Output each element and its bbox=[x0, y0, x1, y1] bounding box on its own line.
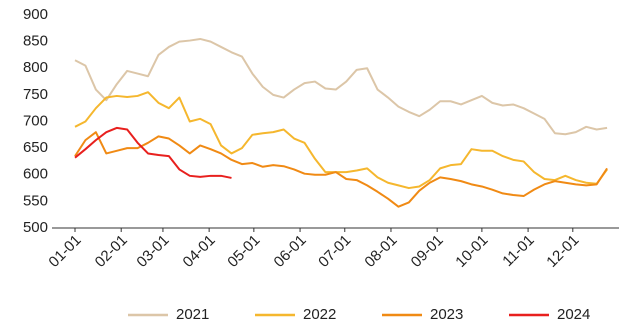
legend-label: 2021 bbox=[176, 306, 209, 323]
series-line bbox=[74, 91, 608, 190]
x-tick-label: 03-01 bbox=[133, 232, 172, 271]
y-tick-label: 650 bbox=[23, 139, 48, 156]
series-line bbox=[74, 126, 232, 179]
y-tick-label: 500 bbox=[23, 219, 48, 236]
x-tick-label: 12-01 bbox=[543, 232, 582, 271]
x-tick-label: 07-01 bbox=[315, 232, 354, 271]
x-tick-label: 09-01 bbox=[408, 232, 447, 271]
y-tick-label: 600 bbox=[23, 166, 48, 183]
y-tick-label: 800 bbox=[23, 59, 48, 76]
y-tick-label: 850 bbox=[23, 33, 48, 50]
y-tick-label: 550 bbox=[23, 192, 48, 209]
y-tick-label: 750 bbox=[23, 86, 48, 103]
x-tick-label: 08-01 bbox=[361, 232, 400, 271]
legend-label: 2022 bbox=[303, 306, 336, 323]
series-line bbox=[74, 131, 608, 208]
x-tick-label: 02-01 bbox=[92, 232, 131, 271]
y-tick-label: 900 bbox=[23, 6, 48, 23]
legend-label: 2024 bbox=[557, 306, 590, 323]
x-tick-label: 05-01 bbox=[224, 232, 263, 271]
series-line bbox=[74, 37, 608, 136]
x-tick-label: 06-01 bbox=[271, 232, 310, 271]
x-tick-label: 11-01 bbox=[499, 232, 537, 270]
x-tick-label: 10-01 bbox=[452, 232, 491, 271]
x-tick-label: 04-01 bbox=[180, 232, 219, 271]
y-tick-label: 700 bbox=[23, 112, 48, 129]
legend-label: 2023 bbox=[430, 306, 463, 323]
x-tick-label: 01-01 bbox=[45, 232, 84, 271]
